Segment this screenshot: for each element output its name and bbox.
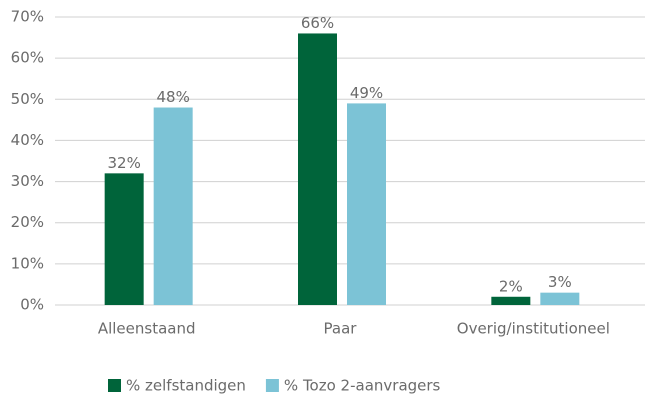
data-label: 32%	[107, 154, 140, 172]
data-label: 66%	[301, 14, 334, 32]
data-label: 48%	[156, 88, 189, 106]
data-label: 49%	[350, 84, 383, 102]
x-tick-label: Alleenstaand	[98, 320, 196, 338]
bar	[540, 292, 580, 305]
bar	[298, 33, 337, 305]
y-tick-label: 30%	[11, 172, 44, 190]
x-tick-label: Paar	[324, 320, 358, 338]
y-tick-label: 70%	[11, 8, 44, 26]
bar	[491, 296, 531, 305]
legend-label: % Tozo 2-aanvragers	[284, 377, 441, 395]
y-tick-label: 50%	[11, 90, 44, 108]
legend-swatch	[108, 379, 121, 392]
data-label: 2%	[499, 277, 523, 295]
y-tick-label: 40%	[11, 131, 44, 149]
bar	[104, 173, 144, 305]
y-tick-label: 10%	[11, 254, 44, 272]
y-tick-label: 20%	[11, 213, 44, 231]
bar	[153, 107, 193, 305]
data-label: 3%	[548, 273, 572, 291]
x-tick-label: Overig/institutioneel	[457, 320, 610, 338]
legend-swatch	[265, 379, 279, 392]
y-tick-label: 60%	[11, 49, 44, 67]
y-tick-label: 0%	[20, 296, 44, 314]
bar	[347, 103, 386, 306]
legend-label: % zelfstandigen	[126, 377, 246, 395]
